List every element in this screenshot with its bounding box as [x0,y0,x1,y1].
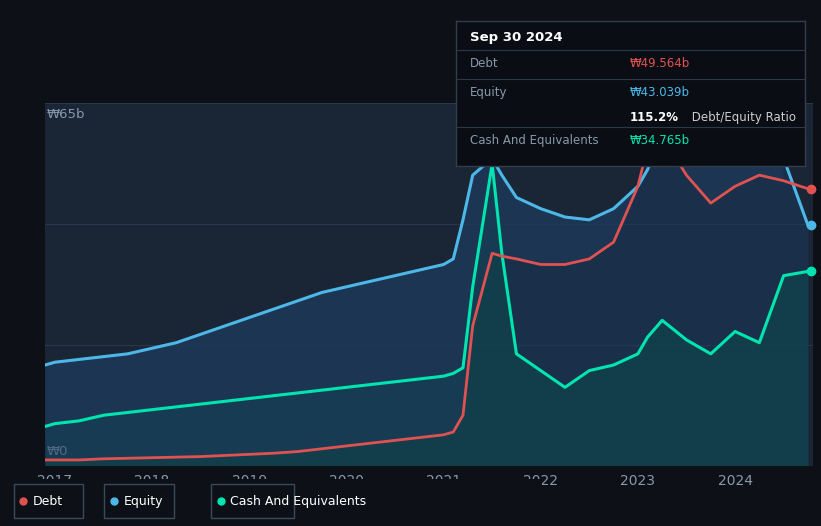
Text: ₩65b: ₩65b [47,108,85,121]
Text: Sep 30 2024: Sep 30 2024 [470,31,562,44]
Text: 115.2%: 115.2% [631,110,679,124]
Text: ₩49.564b: ₩49.564b [631,57,690,70]
Text: Debt: Debt [470,57,498,70]
Text: Cash And Equivalents: Cash And Equivalents [230,494,366,508]
Text: Debt: Debt [33,494,63,508]
Text: ₩43.039b: ₩43.039b [631,86,690,99]
Text: Debt/Equity Ratio: Debt/Equity Ratio [688,110,796,124]
Text: ₩34.765b: ₩34.765b [631,134,690,147]
Text: ₩0: ₩0 [47,445,68,458]
Text: Equity: Equity [470,86,507,99]
Text: Cash And Equivalents: Cash And Equivalents [470,134,599,147]
Text: Equity: Equity [123,494,163,508]
